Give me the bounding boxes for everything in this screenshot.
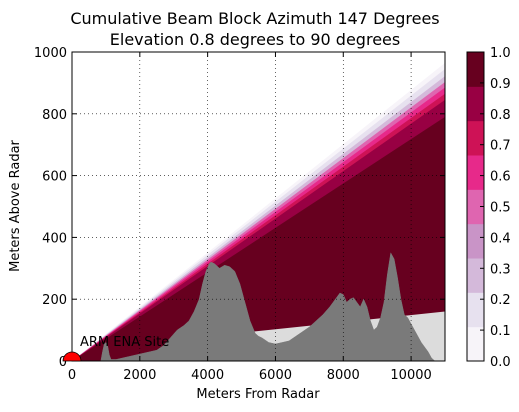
colorbar-tick-label: 0.0 [490, 355, 511, 370]
chart-title: Cumulative Beam Block Azimuth 147 Degree… [70, 9, 439, 28]
colorbar-segment [467, 292, 484, 328]
colorbar-tick-label: 0.1 [490, 324, 511, 339]
x-axis-label: Meters From Radar [196, 387, 320, 402]
site-annotation: ARM ENA Site [62, 335, 169, 362]
x-tick-label: 10000 [390, 368, 431, 383]
colorbar-tick-label: 0.7 [490, 139, 511, 154]
colorbar-segment [467, 258, 484, 293]
colorbar-segment [467, 86, 484, 122]
y-axis: 0 200 400 600 800 1000 [34, 46, 445, 370]
y-axis-label: Meters Above Radar [8, 139, 23, 271]
site-label: ARM ENA Site [80, 335, 169, 350]
x-tick-label: 8000 [327, 368, 360, 383]
colorbar-tick-label: 0.4 [490, 231, 511, 246]
x-tick-label: 6000 [259, 368, 292, 383]
plot-frame [71, 51, 446, 362]
colorbar: 0.0 0.1 0.2 0.3 0.4 0.5 0.6 0.7 0.8 0.9 1.0 [466, 46, 511, 370]
x-axis: 0 2000 4000 6000 8000 10000 [68, 52, 432, 383]
y-tick-label: 200 [42, 293, 67, 308]
y-tick-label: 800 [42, 108, 67, 123]
colorbar-segment [467, 189, 484, 225]
colorbar-tick-label: 0.3 [490, 262, 511, 277]
x-tick-label: 2000 [123, 368, 156, 383]
y-tick-label: 1000 [34, 46, 67, 61]
colorbar-segment [467, 52, 484, 87]
colorbar-tick-label: 1.0 [490, 46, 511, 61]
colorbar-tick-label: 0.9 [490, 77, 511, 92]
colorbar-tick-label: 0.6 [490, 170, 511, 185]
chart-subtitle: Elevation 0.8 degrees to 90 degrees [110, 30, 400, 49]
colorbar-tick-label: 0.8 [490, 108, 511, 123]
colorbar-segment [467, 120, 484, 156]
site-marker [62, 351, 82, 362]
plot-layers [72, 62, 445, 361]
y-tick-label: 400 [42, 231, 67, 246]
colorbar-segment [467, 326, 484, 362]
colorbar-segment [467, 223, 484, 259]
y-tick-label: 600 [42, 170, 67, 185]
colorbar-tick-label: 0.5 [490, 201, 511, 216]
x-tick-label: 0 [68, 368, 76, 383]
x-tick-label: 4000 [191, 368, 224, 383]
y-tick-label: 0 [59, 355, 67, 370]
terrain-area [72, 252, 436, 361]
colorbar-tick-label: 0.2 [490, 293, 511, 308]
colorbar-segment [467, 155, 484, 190]
